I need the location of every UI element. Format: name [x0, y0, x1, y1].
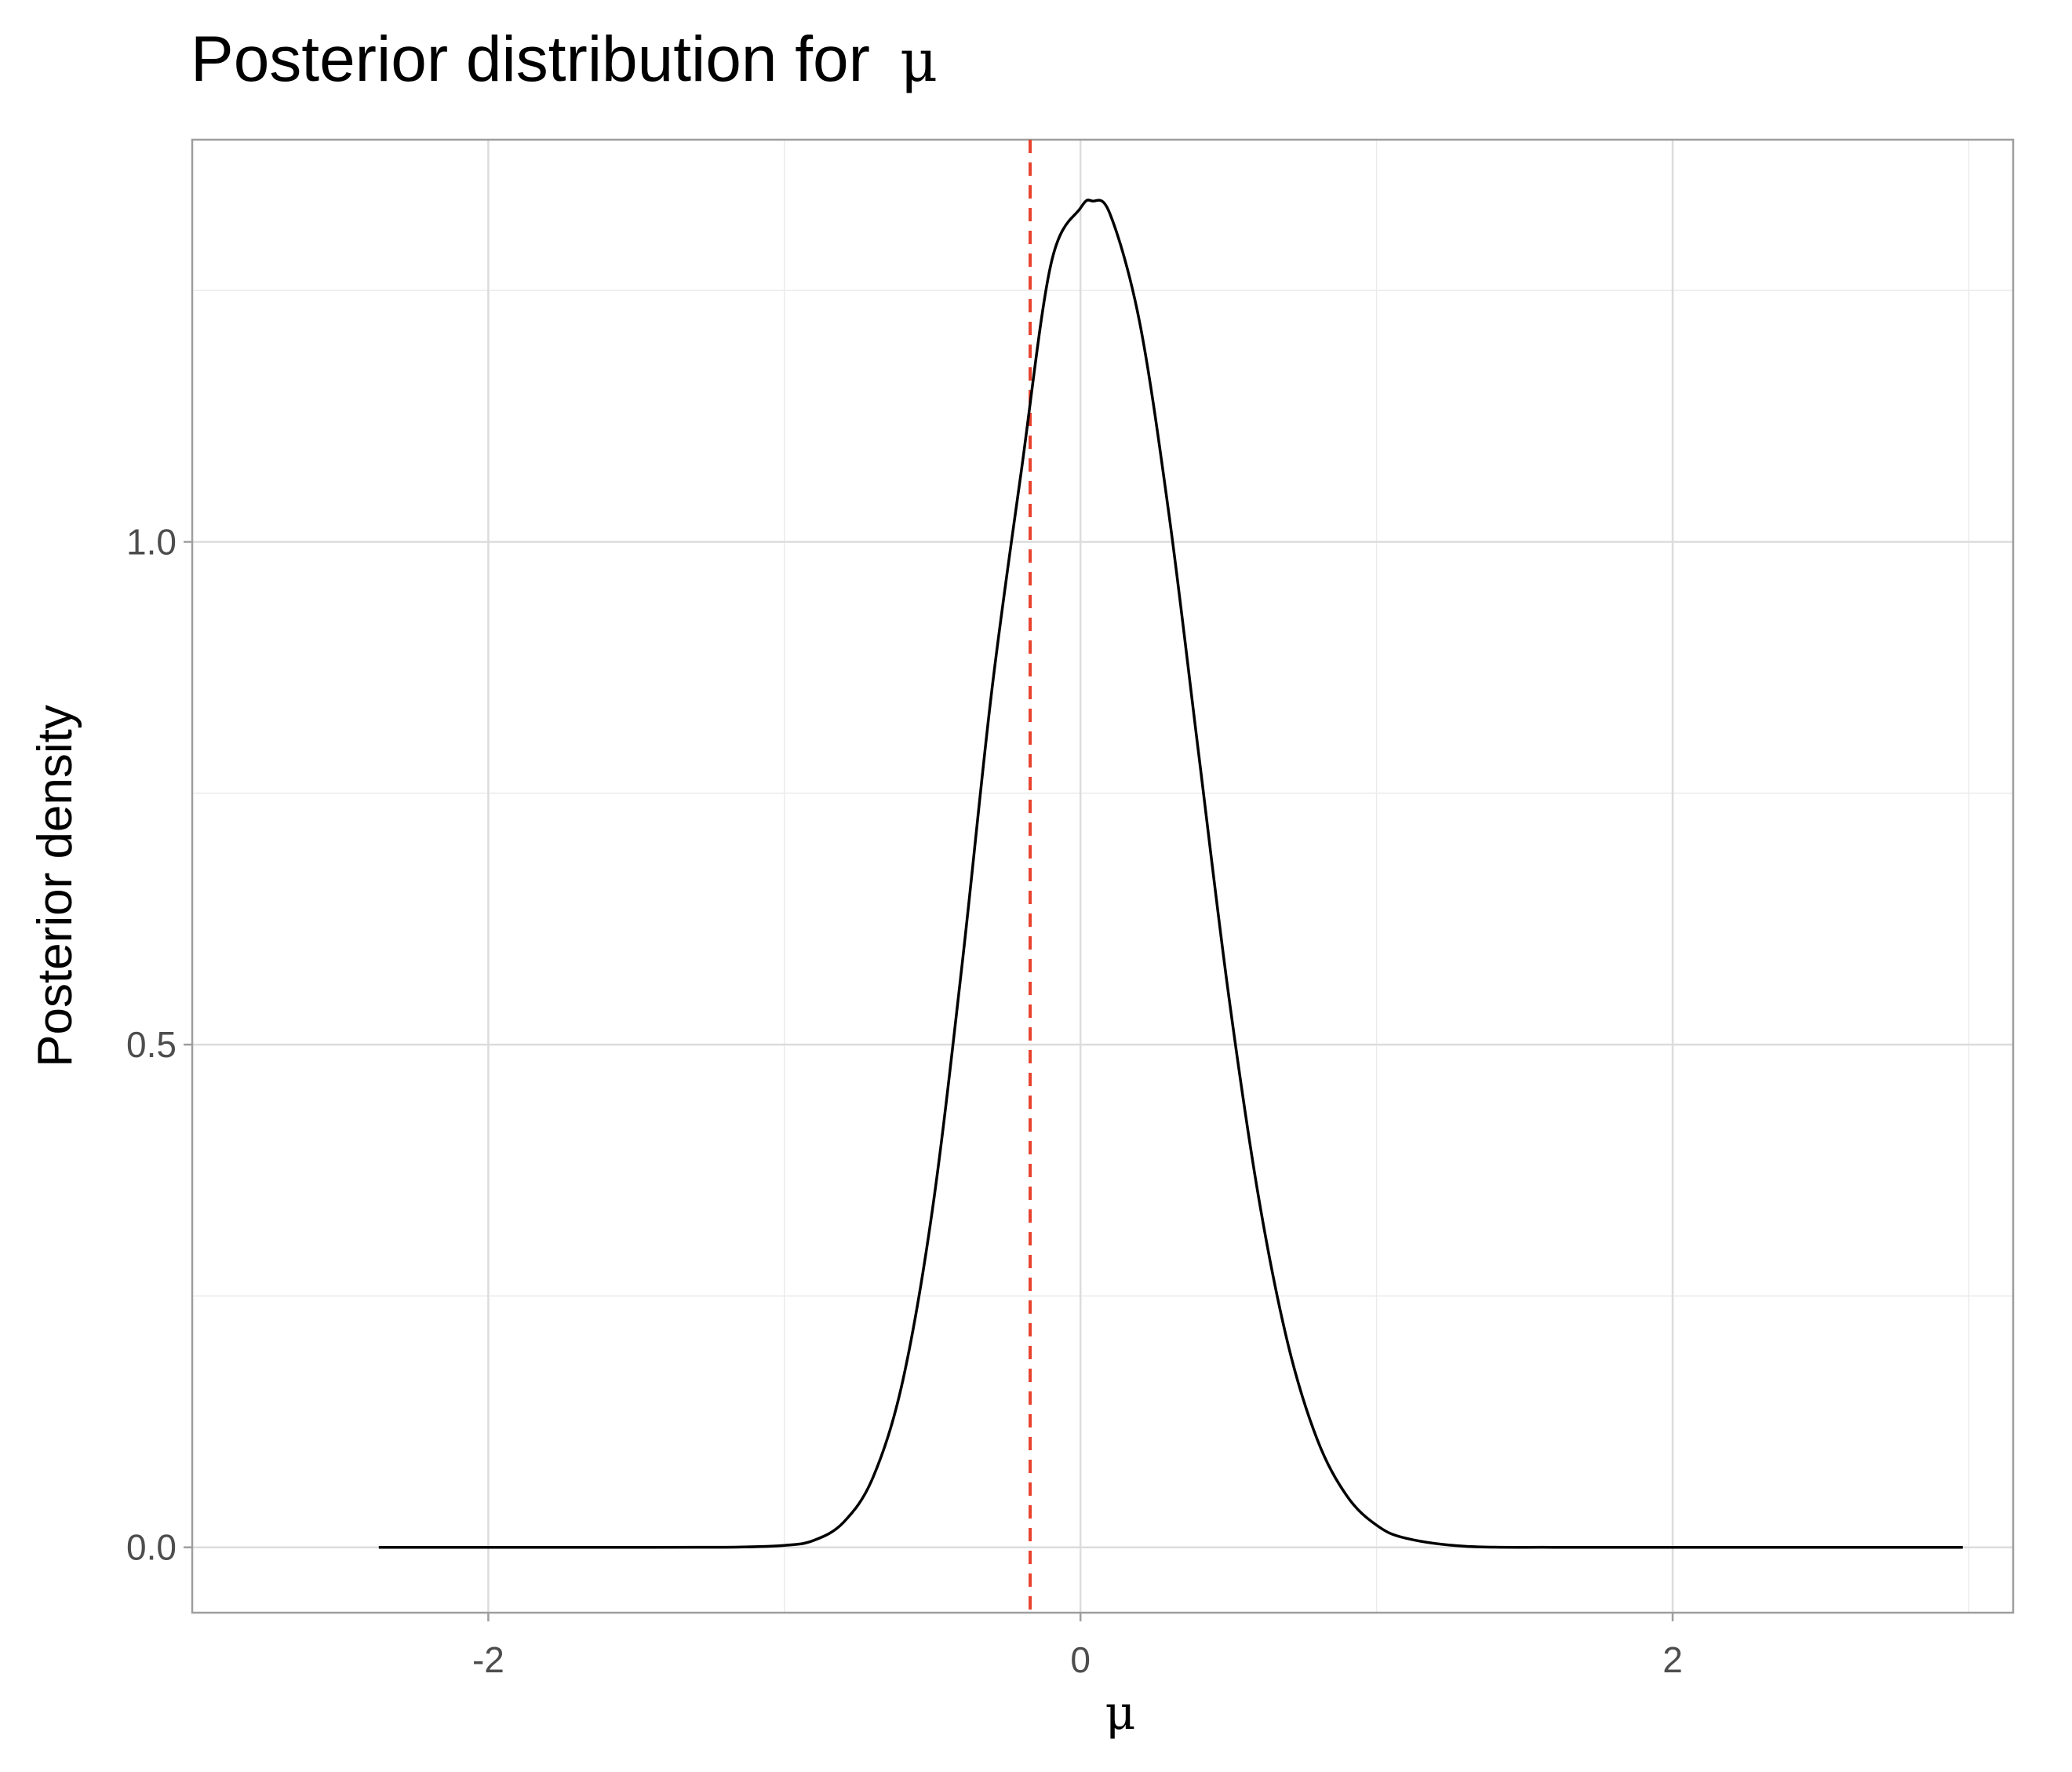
major-gridlines [192, 140, 2013, 1613]
x-tick-label: 2 [1662, 1639, 1683, 1680]
x-axis-title: μ [1105, 1686, 1136, 1741]
y-tick-label: 0.5 [126, 1024, 177, 1065]
y-tick-label: 1.0 [126, 521, 177, 562]
y-tick-label: 0.0 [126, 1527, 177, 1568]
chart-title-text: Posterior distribution for [191, 24, 870, 95]
x-tick-label: -2 [472, 1639, 504, 1680]
minor-gridlines [191, 140, 2013, 1613]
y-axis: 0.0 0.5 1.0 [126, 521, 192, 1568]
plot-panel-border [191, 138, 2015, 1614]
y-axis-title: Posterior density [28, 705, 82, 1067]
series-layer [378, 199, 1963, 1549]
density-curve [378, 199, 1963, 1549]
chart-title: Posterior distribution for μ [191, 24, 938, 95]
chart-title-symbol: μ [900, 27, 938, 95]
x-axis: -2 0 2 [472, 1613, 1683, 1680]
x-tick-label: 0 [1070, 1639, 1091, 1680]
